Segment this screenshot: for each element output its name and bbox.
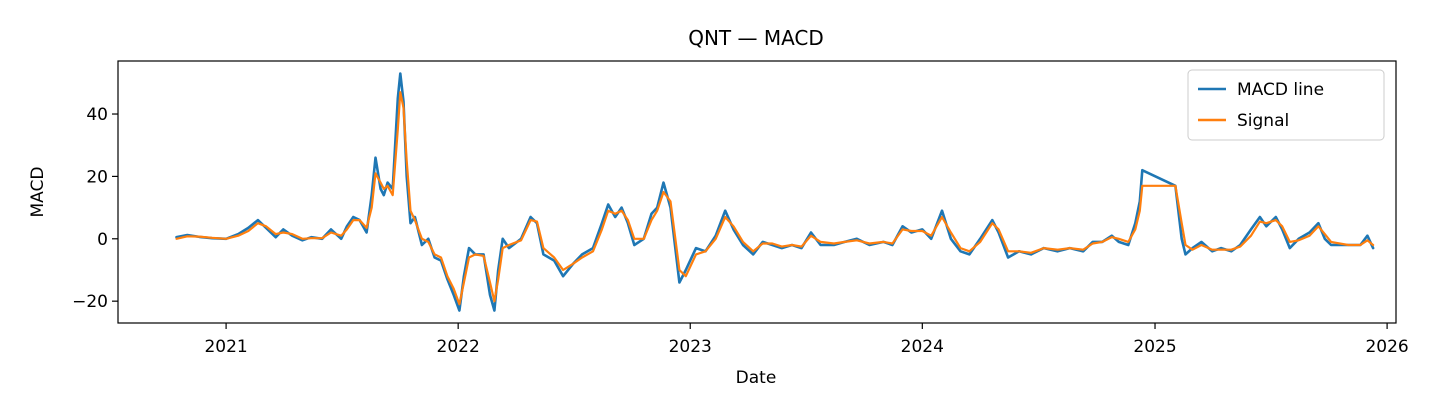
x-tick-label: 2025 — [1133, 337, 1176, 357]
x-tick-label: 2023 — [669, 337, 712, 357]
series-layer — [175, 72, 1375, 312]
x-tick-label: 2024 — [901, 337, 944, 357]
x-tick-label: 2022 — [437, 337, 480, 357]
legend-box — [1187, 69, 1385, 141]
series-line-signal — [175, 91, 1375, 306]
plot-area-frame — [117, 60, 1397, 324]
legend-label: MACD line — [1237, 80, 1324, 100]
legend-label: Signal — [1237, 111, 1289, 131]
y-tick-label: −20 — [72, 292, 108, 312]
y-axis-label: MACD — [28, 167, 48, 218]
chart-title: QNT — MACD — [688, 26, 824, 50]
y-tick-label: 20 — [86, 167, 108, 187]
legend: MACD line Signal — [1187, 69, 1385, 141]
x-tick-label: 2021 — [204, 337, 247, 357]
y-axis: −20 0 20 40 — [72, 105, 118, 312]
x-tick-label: 2026 — [1365, 337, 1408, 357]
x-axis: 2021 2022 2023 2024 2025 2026 — [204, 323, 1409, 357]
x-axis-label: Date — [736, 368, 777, 388]
series-line-macd-line — [175, 72, 1375, 312]
y-tick-label: 0 — [97, 230, 108, 250]
y-tick-label: 40 — [86, 105, 108, 125]
